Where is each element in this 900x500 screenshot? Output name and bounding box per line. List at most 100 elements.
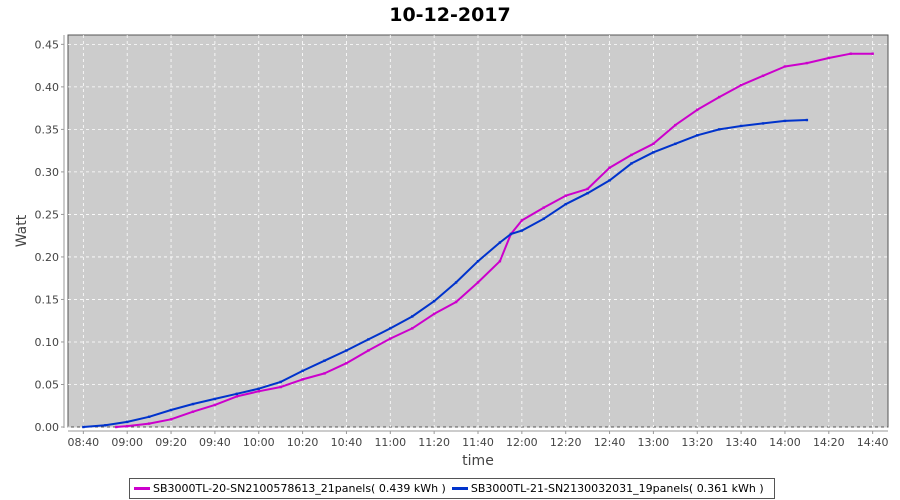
x-tick-label: 12:40	[594, 436, 626, 449]
y-tick-label: 0.15	[35, 293, 60, 306]
data-point	[367, 349, 370, 352]
data-point	[498, 241, 502, 244]
x-tick-label: 14:40	[857, 436, 889, 449]
axes: 08:40 09:00 09:20 09:40 10:00 10:20 10:40 11:00…	[35, 35, 889, 449]
data-point	[104, 424, 107, 427]
y-axis-label: Watt	[14, 214, 30, 247]
series-group	[82, 52, 874, 429]
y-tick-label: 0.05	[35, 378, 60, 391]
x-axis-label: time	[462, 453, 494, 469]
legend: SB3000TL-20-SN2100578613_21panels( 0.439…	[129, 478, 775, 499]
data-point	[323, 372, 326, 375]
x-tick-label: 12:00	[506, 436, 538, 449]
data-point	[454, 281, 458, 284]
data-point	[411, 315, 414, 318]
y-tick-label: 0.45	[35, 38, 60, 51]
data-point	[191, 410, 195, 413]
y-tick-label: 0.00	[35, 421, 60, 434]
data-point	[257, 390, 260, 393]
data-point	[630, 153, 633, 157]
legend-item: SB3000TL-21-SN2130032031_19panels( 0.361…	[451, 482, 764, 495]
data-point	[125, 420, 129, 424]
data-point	[301, 369, 304, 373]
data-point	[345, 362, 348, 365]
data-point	[432, 312, 436, 316]
legend-swatch	[451, 487, 468, 490]
data-point	[564, 194, 567, 197]
data-point	[520, 229, 524, 232]
data-point	[652, 142, 655, 146]
data-point	[652, 151, 655, 154]
data-point	[279, 380, 282, 384]
data-point	[509, 232, 513, 236]
data-point	[542, 217, 545, 220]
data-point	[498, 259, 502, 263]
data-point	[323, 359, 326, 362]
data-point	[432, 299, 436, 303]
legend-item: SB3000TL-20-SN2100578613_21panels( 0.439…	[134, 482, 446, 495]
data-point	[849, 52, 852, 55]
data-point	[147, 422, 151, 425]
data-point	[147, 415, 151, 418]
data-point	[805, 61, 809, 65]
x-tick-label: 09:40	[199, 436, 231, 449]
y-tick-label: 0.20	[35, 251, 60, 264]
x-tick-label: 11:20	[418, 436, 450, 449]
data-point	[389, 337, 392, 340]
x-tick-label: 12:20	[550, 436, 582, 449]
x-tick-label: 11:00	[374, 436, 406, 449]
data-point	[169, 418, 173, 421]
data-point	[761, 122, 765, 125]
data-point	[191, 402, 195, 406]
data-point	[454, 300, 458, 304]
x-tick-label: 11:40	[462, 436, 494, 449]
data-point	[739, 83, 743, 87]
data-point	[345, 349, 348, 352]
data-point	[783, 65, 787, 68]
data-point	[761, 74, 765, 78]
data-point	[213, 403, 217, 407]
x-tick-label: 08:40	[67, 436, 99, 449]
data-point	[586, 187, 589, 191]
legend-swatch	[134, 487, 150, 490]
x-tick-label: 13:20	[681, 436, 713, 449]
y-tick-label: 0.10	[35, 336, 60, 349]
data-point	[125, 424, 129, 428]
plot-area	[67, 34, 889, 428]
data-point	[696, 108, 699, 112]
data-point	[169, 408, 173, 412]
data-point	[739, 124, 743, 128]
y-tick-label: 0.30	[35, 166, 60, 179]
legend-label: SB3000TL-20-SN2100578613_21panels( 0.439…	[153, 482, 446, 495]
data-point	[805, 118, 809, 122]
x-tick-label: 14:20	[813, 436, 845, 449]
data-point	[608, 179, 611, 182]
data-point	[871, 52, 874, 55]
legend-label: SB3000TL-21-SN2130032031_19panels( 0.361…	[470, 482, 764, 495]
x-tick-label: 13:00	[638, 436, 670, 449]
x-tick-label: 09:00	[111, 436, 143, 449]
data-point	[586, 191, 589, 195]
grid-lines	[68, 35, 888, 428]
x-tick-label: 14:00	[769, 436, 801, 449]
data-point	[82, 425, 85, 429]
data-point	[257, 387, 260, 390]
data-point	[476, 259, 480, 263]
data-point	[674, 142, 677, 146]
data-point	[674, 123, 677, 127]
x-tick-label: 13:40	[725, 436, 757, 449]
data-point	[717, 95, 721, 99]
line-chart: 10-12-2017 08:40 09:00 09:20 09:40 10:00 10:2…	[14, 4, 889, 469]
data-point	[279, 385, 282, 389]
data-point	[542, 206, 545, 209]
data-point	[520, 219, 524, 222]
data-point	[115, 425, 118, 429]
y-tick-label: 0.35	[35, 123, 60, 136]
x-tick-label: 10:00	[243, 436, 275, 449]
data-point	[476, 281, 480, 284]
chart-title: 10-12-2017	[389, 4, 511, 26]
data-point	[827, 56, 831, 60]
data-point	[411, 327, 414, 330]
data-point	[564, 203, 567, 206]
x-tick-label: 10:20	[287, 436, 319, 449]
